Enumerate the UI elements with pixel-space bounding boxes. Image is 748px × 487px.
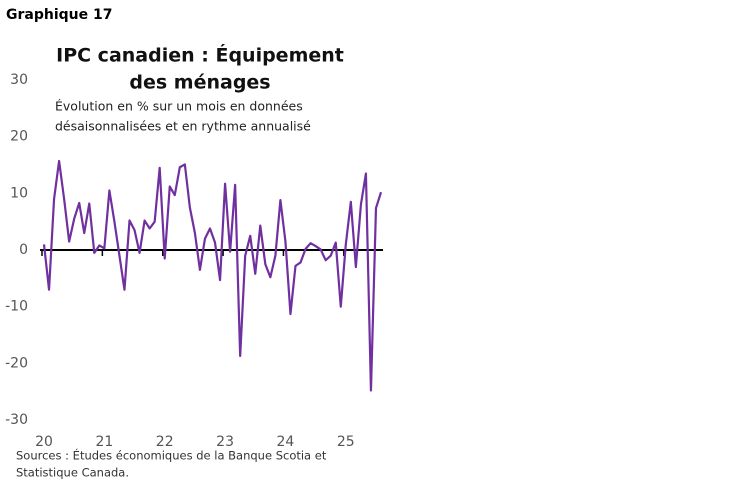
x-tick-label: 25 <box>337 434 355 450</box>
figure-label: Graphique 17 <box>6 7 112 23</box>
y-tick-label: -30 <box>5 412 28 428</box>
x-tick-label: 24 <box>277 434 295 450</box>
x-tick-label: 23 <box>216 434 234 450</box>
y-tick-label: -10 <box>5 299 28 315</box>
chart-title: IPC canadien : Équipement <box>56 44 344 67</box>
source-note: Sources : Études économiques de la Banqu… <box>16 448 327 463</box>
x-tick-label: 21 <box>95 434 113 450</box>
y-tick-label: 20 <box>10 129 28 145</box>
chart-subtitle: désaisonnalisées et en rythme annualisé <box>55 119 311 134</box>
y-tick-label: 0 <box>19 242 28 258</box>
y-tick-label: -20 <box>5 355 28 371</box>
x-tick-label: 20 <box>35 434 53 450</box>
chart-subtitle: Évolution en % sur un mois en données <box>55 99 303 114</box>
chart-title: des ménages <box>129 72 270 94</box>
data-line <box>42 159 383 392</box>
x-tick-label: 22 <box>156 434 174 450</box>
source-note: Statistique Canada. <box>16 466 129 480</box>
y-tick-label: 10 <box>10 185 28 201</box>
y-tick-label: 30 <box>10 72 28 88</box>
